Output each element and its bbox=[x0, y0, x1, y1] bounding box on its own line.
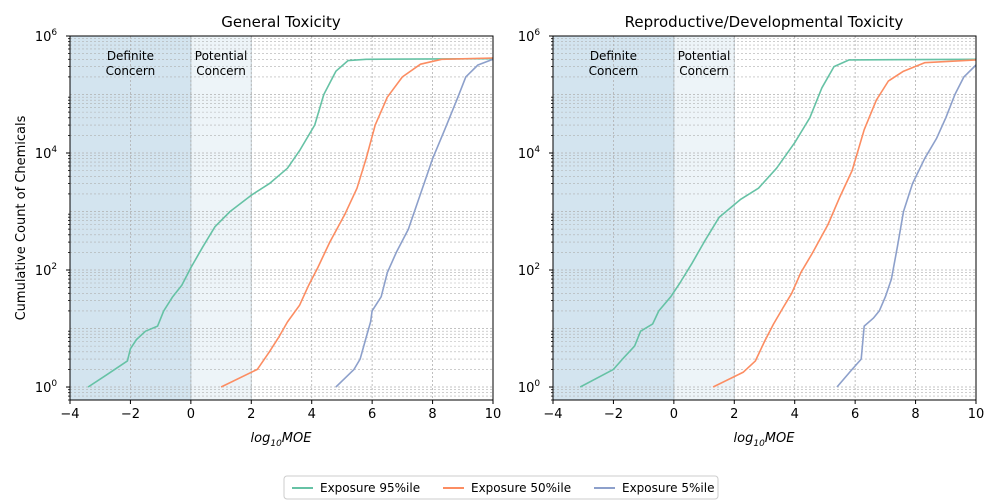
legend-frame bbox=[283, 475, 719, 500]
plot-frame bbox=[69, 35, 494, 401]
region-label-bottom-1: Concern bbox=[196, 64, 246, 78]
region-label-top-1: Potential bbox=[678, 49, 731, 63]
series-line-exposure-95 bbox=[579, 58, 977, 388]
chart-title-0: General Toxicity bbox=[221, 13, 341, 31]
x-tick-label: −2 bbox=[121, 407, 140, 422]
x-axis-label-0: log10MOE bbox=[251, 431, 313, 449]
legend-label-50: Exposure 50%ile bbox=[471, 481, 571, 495]
y-tick-label: 104 bbox=[518, 145, 541, 162]
x-tick-label: 4 bbox=[791, 407, 799, 422]
x-tick-label: 8 bbox=[428, 407, 436, 422]
x-tick-label: −4 bbox=[60, 407, 79, 422]
region-label-bottom-0: Concern bbox=[106, 64, 156, 78]
chart-title-1: Reproductive/Developmental Toxicity bbox=[625, 13, 904, 31]
x-tick-label: 10 bbox=[968, 407, 985, 422]
y-tick-label: 102 bbox=[35, 262, 57, 279]
y-tick-label: 100 bbox=[518, 379, 541, 396]
x-tick-label: 6 bbox=[851, 407, 859, 422]
region-label-bottom-0: Concern bbox=[589, 64, 639, 78]
legend-label-95: Exposure 95%ile bbox=[320, 481, 420, 495]
y-tick-label: 106 bbox=[35, 28, 58, 45]
x-tick-label: −2 bbox=[604, 407, 623, 422]
svg-text:log10MOE: log10MOE bbox=[734, 431, 796, 449]
series-line-exposure-50 bbox=[712, 59, 977, 388]
x-tick-label: 2 bbox=[730, 407, 738, 422]
plot-frame bbox=[552, 35, 977, 401]
region-label-bottom-1: Concern bbox=[679, 64, 729, 78]
x-tick-label: 0 bbox=[187, 407, 195, 422]
series-line-exposure-50 bbox=[220, 57, 494, 388]
legend: Exposure 95%ile Exposure 50%ile Exposure… bbox=[283, 475, 719, 500]
x-tick-label: 4 bbox=[308, 407, 316, 422]
x-tick-label: 8 bbox=[911, 407, 919, 422]
x-tick-label: 0 bbox=[670, 407, 678, 422]
region-label-top-1: Potential bbox=[195, 49, 248, 63]
region-label-top-0: Definite bbox=[107, 49, 154, 63]
x-tick-label: 2 bbox=[247, 407, 255, 422]
y-tick-label: 100 bbox=[35, 379, 58, 396]
y-tick-label: 104 bbox=[35, 145, 58, 162]
svg-text:log10MOE: log10MOE bbox=[251, 431, 313, 449]
series-line-exposure-95 bbox=[87, 57, 494, 388]
x-axis-label-1: log10MOE bbox=[734, 431, 796, 449]
x-tick-label: −4 bbox=[543, 407, 562, 422]
y-axis-label: Cumulative Count of Chemicals bbox=[14, 115, 29, 320]
x-tick-label: 10 bbox=[485, 407, 502, 422]
legend-label-5: Exposure 5%ile bbox=[622, 481, 714, 495]
region-label-top-0: Definite bbox=[590, 49, 637, 63]
concern-region-1 bbox=[190, 36, 252, 400]
x-tick-label: 6 bbox=[368, 407, 376, 422]
series-line-exposure-5 bbox=[836, 64, 977, 388]
series-line-exposure-5 bbox=[335, 58, 494, 388]
y-tick-label: 102 bbox=[518, 262, 540, 279]
y-tick-label: 106 bbox=[518, 28, 541, 45]
concern-region-1 bbox=[673, 36, 735, 400]
